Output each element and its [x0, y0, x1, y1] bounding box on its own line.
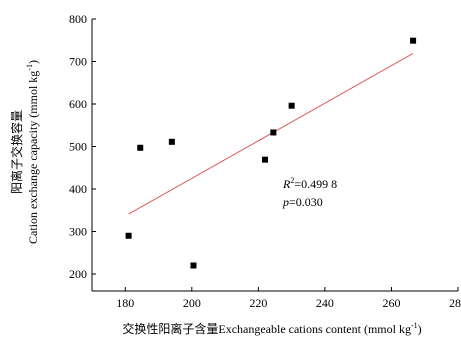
x-tick-label: 240 [316, 296, 334, 310]
y-tick-label: 300 [69, 225, 87, 239]
x-tick-label: 220 [249, 296, 267, 310]
y-tick-label: 700 [69, 55, 87, 69]
y-tick-label: 800 [69, 12, 87, 26]
x-axis-label-exp: -1 [411, 321, 418, 330]
axes [91, 19, 458, 292]
annotation-r2-value: =0.499 8 [294, 177, 337, 191]
x-axis-label: 交换性阳离子含量Exchangeable cations content (mm… [122, 321, 421, 336]
data-point [262, 156, 269, 163]
y-axis-label-en-main: Cation exchange capacity (mmol kg [26, 71, 40, 244]
y-tick-label: 600 [69, 97, 87, 111]
data-point [190, 262, 197, 269]
annotation-r2: R2=0.499 8 [282, 176, 337, 191]
data-point [125, 232, 132, 239]
y-tick-label: 400 [69, 182, 87, 196]
data-point [288, 102, 295, 109]
annotation-r2-exp: 2 [290, 176, 294, 185]
x-tick-label: 200 [183, 296, 201, 310]
y-tick-label: 500 [69, 140, 87, 154]
x-axis-label-suffix: ) [418, 322, 422, 336]
annotation-r2-symbol: R [282, 177, 291, 191]
x-tick-label: 280 [449, 296, 461, 310]
annotation-p: p=0.030 [282, 195, 323, 209]
data-point [270, 129, 277, 136]
data-points [125, 37, 417, 269]
ticks: 180 200 220 240 260 280 200 300 400 500 600 700 800 [69, 12, 461, 310]
y-axis-label: 阳离子交换容量 Cation exchange capacity (mmol k… [9, 60, 40, 244]
y-axis-label-suffix: ) [26, 60, 40, 64]
y-axis-label-cn: 阳离子交换容量 [9, 110, 24, 194]
x-axis-label-main: 交换性阳离子含量Exchangeable cations content (mm… [122, 321, 411, 336]
annotation-p-value: =0.030 [289, 195, 323, 209]
y-tick-label: 200 [69, 267, 87, 281]
data-point [168, 138, 175, 145]
y-axis-label-exp: -1 [25, 64, 34, 71]
x-tick-label: 260 [382, 296, 400, 310]
data-point [137, 144, 144, 151]
annotation-p-symbol: p [282, 195, 289, 209]
data-point [410, 37, 417, 44]
x-tick-label: 180 [116, 296, 134, 310]
y-axis-label-en: Cation exchange capacity (mmol kg-1) [25, 60, 40, 244]
